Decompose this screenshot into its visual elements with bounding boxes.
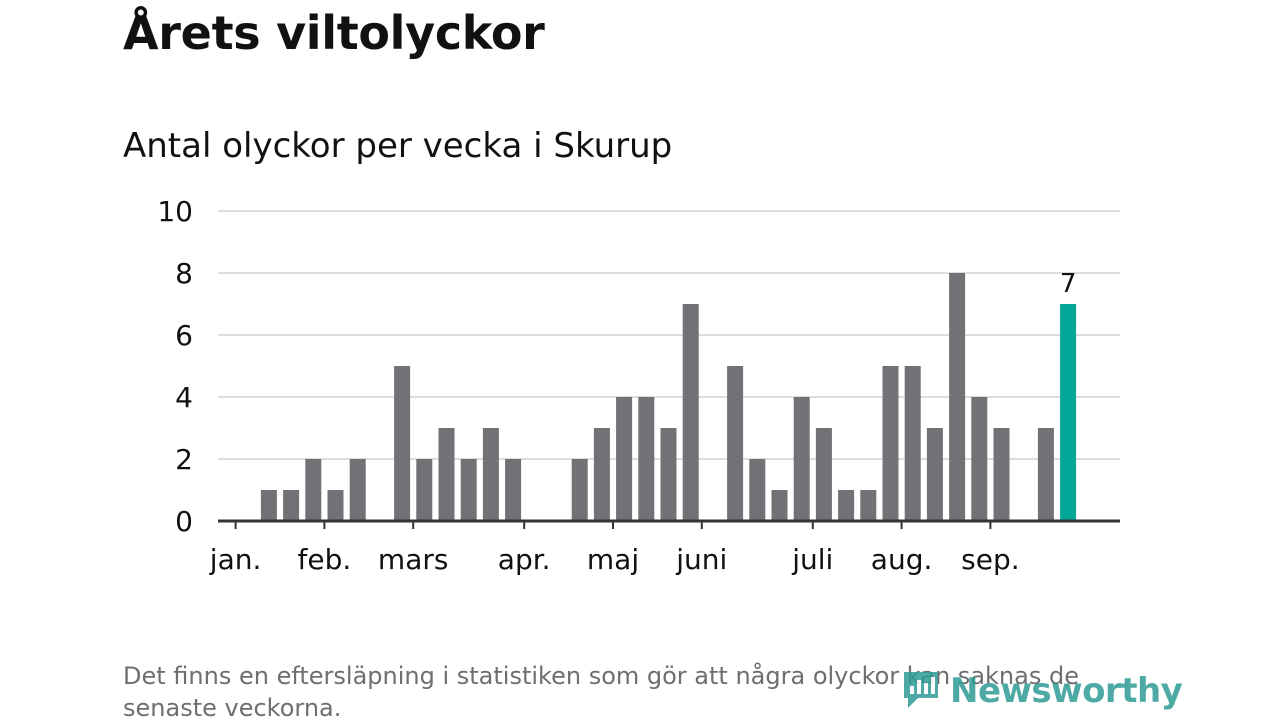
brand-logo: Newsworthy (900, 668, 1183, 714)
bar (749, 459, 766, 521)
bar-chart-logo-icon (900, 668, 942, 714)
x-tick-label: mars (378, 543, 449, 576)
highlight-bar (1060, 304, 1077, 521)
x-axis: jan. feb. mars apr. maj juni juli aug. sep. (209, 519, 1120, 576)
x-tick-label: juni (675, 543, 727, 576)
bar (815, 428, 832, 521)
bar (838, 490, 855, 521)
bar (771, 490, 788, 521)
bar (260, 490, 277, 521)
bar (616, 397, 633, 521)
bar (793, 397, 810, 521)
bar (638, 397, 655, 521)
bars (260, 273, 1077, 521)
bar (860, 490, 877, 521)
bar (926, 428, 943, 521)
data-labels: 7 (1060, 269, 1077, 299)
x-tick-label: maj (587, 543, 639, 576)
x-tick-label: juli (791, 543, 833, 576)
bar (416, 459, 433, 521)
highlight-value-label: 7 (1060, 269, 1077, 299)
bar (305, 459, 322, 521)
bar (327, 490, 344, 521)
y-tick-label: 4 (175, 381, 193, 414)
brand-name: Newsworthy (950, 671, 1183, 711)
bar (438, 428, 455, 521)
bar (660, 428, 677, 521)
x-tick-label: aug. (871, 543, 933, 576)
x-tick-label: feb. (298, 543, 352, 576)
x-tick-label: jan. (209, 543, 262, 576)
x-tick-label: sep. (961, 543, 1020, 576)
y-tick-label: 2 (175, 443, 193, 476)
bar (593, 428, 610, 521)
bar (349, 459, 366, 521)
bar (882, 366, 899, 521)
y-tick-label: 6 (175, 319, 193, 352)
bar (571, 459, 588, 521)
y-tick-label: 8 (175, 257, 193, 290)
chart-subtitle: Antal olyckor per vecka i Skurup (123, 126, 673, 166)
bar (482, 428, 499, 521)
y-axis-ticks: 0 2 4 6 8 10 (157, 195, 193, 538)
y-tick-label: 10 (157, 195, 193, 228)
x-tick-label: apr. (498, 543, 551, 576)
bar (904, 366, 921, 521)
bar (993, 428, 1010, 521)
bar (394, 366, 411, 521)
bar (283, 490, 300, 521)
y-tick-label: 0 (175, 505, 193, 538)
bar (682, 304, 699, 521)
bar (949, 273, 966, 521)
bar (971, 397, 988, 521)
chart-title: Årets viltolyckor (123, 6, 545, 60)
bar (1037, 428, 1054, 521)
bar (727, 366, 744, 521)
bar (460, 459, 477, 521)
bar (505, 459, 522, 521)
